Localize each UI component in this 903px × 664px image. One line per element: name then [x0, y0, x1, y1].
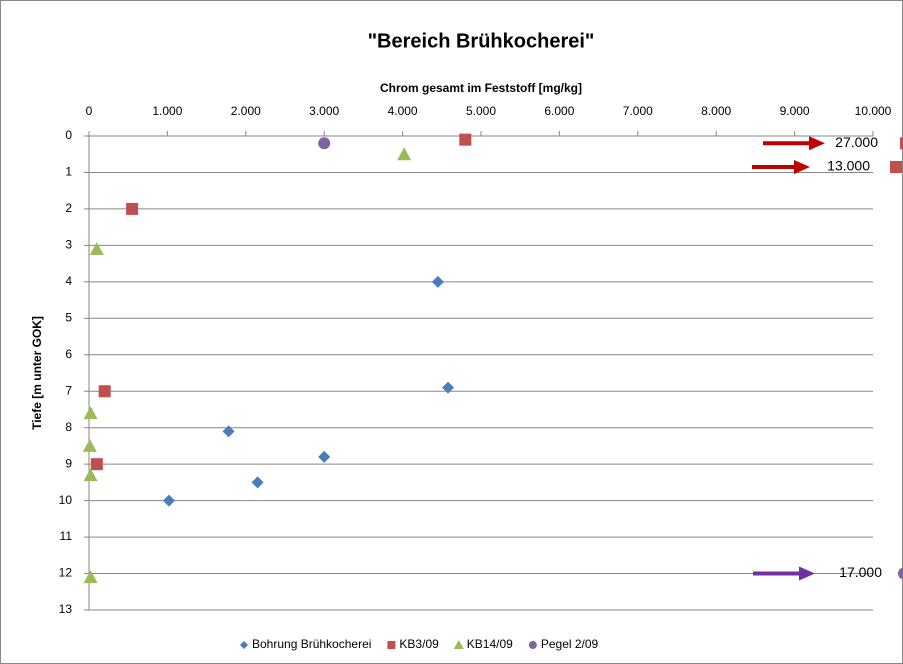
data-point — [222, 425, 235, 438]
data-point — [162, 494, 175, 507]
y-tick-label: 4 — [65, 274, 72, 288]
data-point — [90, 458, 103, 471]
data-point — [431, 275, 444, 288]
y-tick-label: 1 — [65, 165, 72, 179]
data-point — [126, 202, 139, 215]
data-point — [318, 450, 331, 463]
data-point — [83, 570, 98, 584]
x-tick-label: 4.000 — [388, 104, 418, 118]
y-tick-label: 0 — [65, 128, 72, 142]
y-tick-label: 3 — [65, 238, 72, 252]
data-point — [83, 406, 98, 420]
x-axis-label: Chrom gesamt im Feststoff [mg/kg] — [380, 81, 582, 95]
annotation-arrowhead — [794, 159, 810, 174]
y-tick-label: 10 — [59, 493, 73, 507]
annotation-text: 27.000 — [835, 134, 878, 150]
x-tick-label: 10.000 — [855, 104, 892, 118]
x-tick-label: 1.000 — [152, 104, 182, 118]
data-point — [459, 133, 472, 146]
legend-label: KB14/09 — [467, 637, 513, 651]
legend: Bohrung Brühkocherei KB3/09 KB14/09 Pegel 2… — [240, 637, 599, 651]
annotation-marker — [900, 137, 903, 150]
y-tick-label: 9 — [65, 456, 72, 470]
x-tick-label: 5.000 — [466, 104, 496, 118]
data-point — [251, 476, 264, 489]
y-tick-label: 12 — [59, 566, 73, 580]
data-point — [98, 385, 111, 398]
data-point — [83, 468, 98, 482]
data-point — [318, 137, 331, 150]
x-tick-label: 7.000 — [623, 104, 653, 118]
annotation-marker — [890, 160, 902, 173]
annotation-arrowhead — [799, 566, 815, 581]
annotation-marker — [898, 567, 903, 580]
y-tick-label: 11 — [60, 529, 73, 543]
data-point — [89, 242, 104, 256]
legend-label: Pegel 2/09 — [541, 637, 599, 651]
x-tick-label: 8.000 — [701, 104, 731, 118]
x-tick-label: 6.000 — [544, 104, 574, 118]
legend-marker — [528, 641, 537, 649]
legend-marker — [240, 641, 248, 649]
legend-label: KB3/09 — [399, 637, 439, 651]
chart-title: "Bereich Brühkocherei" — [368, 30, 595, 52]
y-tick-label: 13 — [59, 602, 73, 616]
legend-marker — [387, 641, 396, 649]
y-tick-label: 2 — [65, 201, 72, 215]
data-point — [442, 381, 455, 394]
y-axis-label: Tiefe [m unter GOK] — [30, 316, 44, 430]
y-tick-label: 5 — [65, 310, 72, 324]
annotation-text: 13.000 — [827, 158, 870, 174]
y-tick-label: 7 — [65, 383, 72, 397]
annotation-arrowhead — [809, 136, 825, 151]
legend-label: Bohrung Brühkocherei — [252, 637, 371, 651]
y-tick-label: 6 — [65, 347, 72, 361]
x-tick-label: 9.000 — [780, 104, 810, 118]
x-tick-label: 0 — [86, 104, 93, 118]
data-point — [397, 147, 412, 161]
x-tick-label: 3.000 — [309, 104, 339, 118]
y-tick-label: 8 — [65, 420, 72, 434]
annotation-text: 17.000 — [839, 564, 882, 580]
legend-marker — [453, 640, 464, 649]
x-tick-label: 2.000 — [231, 104, 261, 118]
data-point — [82, 438, 97, 452]
